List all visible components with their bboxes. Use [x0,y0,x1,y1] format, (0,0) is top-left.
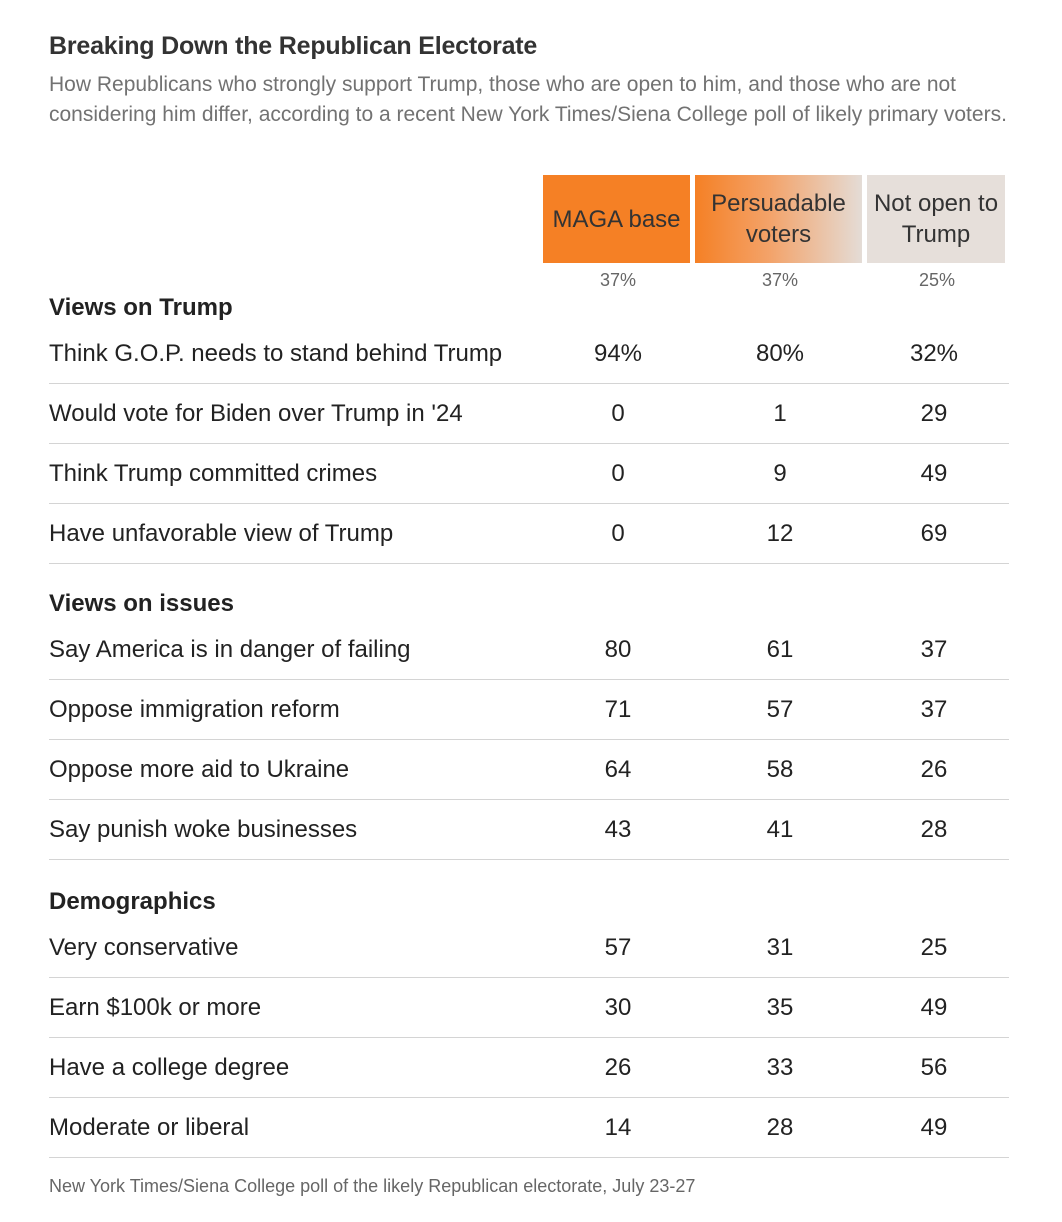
row-label: Earn $100k or more [49,994,262,1021]
column-header-persuadable-voters: Persuadable voters [695,175,862,263]
value-cell-maga-base: 26 [604,1054,632,1081]
value-cell-maga-base: 0 [611,400,625,427]
table-row: Think G.O.P. needs to stand behind Trump… [49,324,1009,384]
value-cell-not-open-to-trump: 26 [920,756,948,783]
value-cell-not-open-to-trump: 37 [920,696,948,723]
table-row: Think Trump committed crimes 0 9 49 [49,444,1009,504]
table-row: Have a college degree 26 33 56 [49,1038,1009,1098]
value-cell-persuadable-voters: 80% [755,340,805,367]
value-cell-not-open-to-trump: 49 [920,460,948,487]
row-divider [49,679,1009,680]
row-label: Have a college degree [49,1054,290,1081]
value-cell-not-open-to-trump: 49 [920,1114,948,1141]
chart-subtitle: How Republicans who strongly support Tru… [49,73,1007,126]
row-divider [49,1037,1009,1038]
section-title: Views on issues [49,590,234,617]
row-divider [49,563,1009,564]
value-cell-persuadable-voters: 41 [766,816,794,843]
value-cell-persuadable-voters: 33 [766,1054,794,1081]
value-cell-not-open-to-trump: 25 [920,934,948,961]
row-label: Say punish woke businesses [49,816,358,843]
section-title: Demographics [49,888,216,915]
value-cell-persuadable-voters: 61 [766,636,794,663]
row-label: Would vote for Biden over Trump in '24 [49,400,463,427]
value-cell-maga-base: 43 [604,816,632,843]
row-label: Moderate or liberal [49,1114,250,1141]
row-divider [49,1097,1009,1098]
section-title: Views on Trump [49,294,233,321]
value-cell-persuadable-voters: 28 [766,1114,794,1141]
row-label: Very conservative [49,934,239,961]
value-cell-not-open-to-trump: 37 [920,636,948,663]
row-label: Oppose more aid to Ukraine [49,756,350,783]
column-share-not-open-to-trump: 25% [918,270,956,290]
value-cell-not-open-to-trump: 49 [920,994,948,1021]
value-cell-maga-base: 64 [604,756,632,783]
value-cell-maga-base: 80 [604,636,632,663]
value-cell-persuadable-voters: 1 [773,400,787,427]
table-row: Oppose immigration reform 71 57 37 [49,680,1009,740]
row-label: Think Trump committed crimes [49,460,378,487]
row-divider [49,977,1009,978]
row-divider [49,443,1009,444]
column-share-maga-base: 37% [599,270,637,290]
table-row: Have unfavorable view of Trump 0 12 69 [49,504,1009,564]
value-cell-persuadable-voters: 9 [773,460,787,487]
row-label: Oppose immigration reform [49,696,340,723]
row-divider [49,739,1009,740]
table-row: Earn $100k or more 30 35 49 [49,978,1009,1038]
column-share-persuadable-voters: 37% [761,270,799,290]
value-cell-maga-base: 94% [593,340,643,367]
row-label: Think G.O.P. needs to stand behind Trump [49,340,503,367]
value-cell-maga-base: 0 [611,520,625,547]
row-label: Say America is in danger of failing [49,636,411,663]
row-divider [49,799,1009,800]
table-row: Oppose more aid to Ukraine 64 58 26 [49,740,1009,800]
row-divider [49,1157,1009,1158]
column-header-maga-base: MAGA base [543,175,690,263]
row-divider [49,503,1009,504]
value-cell-persuadable-voters: 58 [766,756,794,783]
row-divider [49,859,1009,860]
row-divider [49,383,1009,384]
source-note: New York Times/Siena College poll of the… [49,1176,696,1196]
value-cell-maga-base: 71 [604,696,632,723]
value-cell-not-open-to-trump: 29 [920,400,948,427]
table-row: Would vote for Biden over Trump in '24 0 1… [49,384,1009,444]
value-cell-maga-base: 57 [604,934,632,961]
table-row: Very conservative 57 31 25 [49,918,1009,978]
column-header-not-open-to-trump: Not open to Trump [867,175,1005,263]
value-cell-not-open-to-trump: 69 [920,520,948,547]
row-label: Have unfavorable view of Trump [49,520,394,547]
chart-title: Breaking Down the Republican Electorate [49,32,538,60]
value-cell-maga-base: 30 [604,994,632,1021]
value-cell-persuadable-voters: 12 [766,520,794,547]
value-cell-not-open-to-trump: 32% [909,340,959,367]
table-row: Moderate or liberal 14 28 49 [49,1098,1009,1158]
value-cell-not-open-to-trump: 56 [920,1054,948,1081]
table-row: Say punish woke businesses 43 41 28 [49,800,1009,860]
value-cell-maga-base: 14 [604,1114,632,1141]
value-cell-persuadable-voters: 31 [766,934,794,961]
value-cell-maga-base: 0 [611,460,625,487]
value-cell-persuadable-voters: 35 [766,994,794,1021]
value-cell-persuadable-voters: 57 [766,696,794,723]
table-row: Say America is in danger of failing 80 61 3… [49,620,1009,680]
value-cell-not-open-to-trump: 28 [920,816,948,843]
